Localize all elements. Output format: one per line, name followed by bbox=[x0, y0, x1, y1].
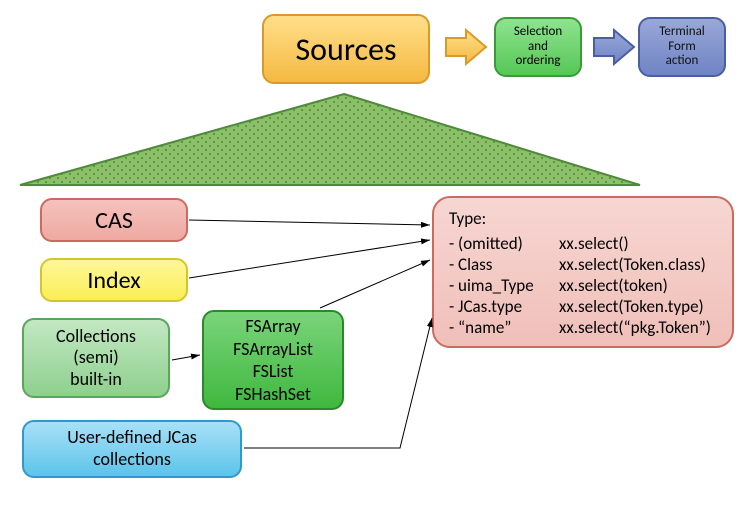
userdef-label: User-defined JCascollections bbox=[67, 427, 197, 470]
expansion-triangle bbox=[20, 94, 640, 185]
type-row: - JCas.type xx.select(Token.type) bbox=[449, 296, 717, 317]
type-node: Type: - (omitted) xx.select() - Class xx… bbox=[432, 196, 734, 348]
type-key: - “name” bbox=[449, 317, 559, 338]
arrow-selection-to-terminal bbox=[594, 30, 634, 64]
edge-index-to-type bbox=[189, 240, 430, 278]
type-key: - Class bbox=[449, 254, 559, 275]
type-val: xx.select(Token.type) bbox=[559, 296, 717, 317]
type-key: - (omitted) bbox=[449, 233, 559, 254]
type-row: - “name” xx.select(“pkg.Token”) bbox=[449, 317, 717, 338]
type-val: xx.select(token) bbox=[559, 275, 717, 296]
selection-label: Selectionandordering bbox=[514, 25, 562, 70]
terminal-node: TerminalFormaction bbox=[638, 17, 726, 77]
arrow-sources-to-selection bbox=[446, 30, 486, 64]
selection-node: Selectionandordering bbox=[494, 17, 582, 77]
type-val: xx.select(“pkg.Token”) bbox=[559, 317, 717, 338]
terminal-label: TerminalFormaction bbox=[659, 25, 705, 70]
collections-node: Collections(semi)built-in bbox=[22, 318, 170, 398]
sources-label: Sources bbox=[295, 30, 396, 69]
type-val: xx.select(Token.class) bbox=[559, 254, 717, 275]
type-row: - uima_Type xx.select(token) bbox=[449, 275, 717, 296]
type-key: - uima_Type bbox=[449, 275, 559, 296]
fsarray-label: FSArrayFSArrayListFSListFSHashSet bbox=[233, 315, 313, 405]
fsarray-node: FSArrayFSArrayListFSListFSHashSet bbox=[202, 310, 344, 410]
index-node: Index bbox=[40, 258, 188, 302]
type-val: xx.select() bbox=[559, 233, 717, 254]
cas-node: CAS bbox=[40, 198, 188, 242]
type-title: Type: bbox=[449, 208, 717, 229]
edge-cas-to-type bbox=[189, 220, 430, 225]
edge-collections-to-fsarray bbox=[172, 355, 200, 360]
type-row: - (omitted) xx.select() bbox=[449, 233, 717, 254]
edge-fsarray-to-type bbox=[320, 260, 430, 308]
cas-label: CAS bbox=[95, 206, 133, 235]
sources-node: Sources bbox=[262, 14, 430, 84]
userdef-node: User-defined JCascollections bbox=[22, 420, 242, 478]
index-label: Index bbox=[87, 266, 140, 295]
type-row: - Class xx.select(Token.class) bbox=[449, 254, 717, 275]
type-key: - JCas.type bbox=[449, 296, 559, 317]
collections-label: Collections(semi)built-in bbox=[56, 326, 136, 391]
